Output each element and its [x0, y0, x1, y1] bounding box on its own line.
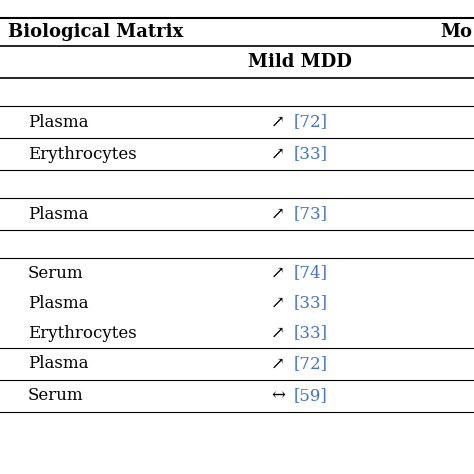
Text: [33]: [33]: [294, 146, 328, 163]
Text: ↗: ↗: [271, 325, 285, 341]
Text: ↗: ↗: [271, 294, 285, 311]
Text: [33]: [33]: [294, 325, 328, 341]
Text: Plasma: Plasma: [28, 113, 89, 130]
Text: Erythrocytes: Erythrocytes: [28, 325, 137, 341]
Text: [74]: [74]: [294, 264, 328, 282]
Text: [72]: [72]: [294, 356, 328, 373]
Text: ↗: ↗: [271, 113, 285, 130]
Text: Mild MDD: Mild MDD: [248, 53, 352, 71]
Text: ↗: ↗: [271, 206, 285, 222]
Text: [73]: [73]: [294, 206, 328, 222]
Text: Erythrocytes: Erythrocytes: [28, 146, 137, 163]
Text: Plasma: Plasma: [28, 206, 89, 222]
Text: Plasma: Plasma: [28, 356, 89, 373]
Text: Serum: Serum: [28, 388, 83, 404]
Text: [59]: [59]: [294, 388, 328, 404]
Text: ↗: ↗: [271, 264, 285, 282]
Text: [33]: [33]: [294, 294, 328, 311]
Text: ↔: ↔: [271, 388, 285, 404]
Text: [72]: [72]: [294, 113, 328, 130]
Text: Biological Matrix: Biological Matrix: [8, 23, 183, 41]
Text: Serum: Serum: [28, 264, 83, 282]
Text: ↗: ↗: [271, 356, 285, 373]
Text: Mo: Mo: [440, 23, 472, 41]
Text: ↗: ↗: [271, 146, 285, 163]
Text: Plasma: Plasma: [28, 294, 89, 311]
